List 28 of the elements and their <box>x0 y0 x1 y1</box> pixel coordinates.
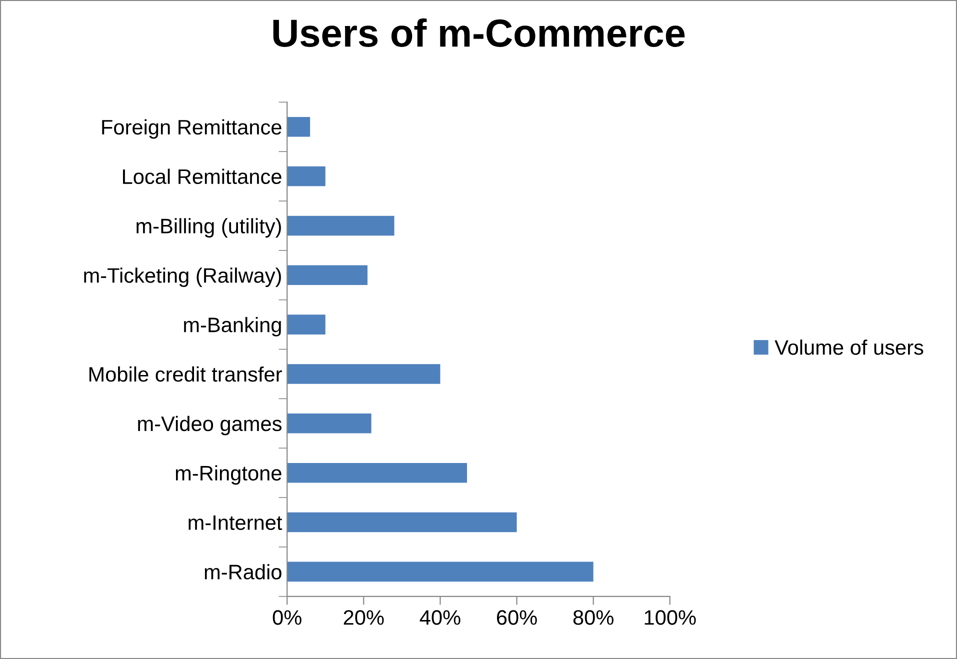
bar <box>287 512 517 532</box>
bar <box>287 166 326 186</box>
x-tick-label: 60% <box>496 610 537 625</box>
bar <box>287 462 468 483</box>
x-tick-label: 80% <box>573 610 614 625</box>
y-tick-label: m-Ringtone <box>176 465 282 485</box>
y-tick-label: Mobile credit transfer <box>89 366 282 382</box>
x-tick-label: 20% <box>344 610 384 625</box>
bar <box>287 265 368 286</box>
bar <box>287 216 394 236</box>
x-tick-label: 0% <box>272 610 302 625</box>
y-tick-label: m-Internet <box>188 515 282 530</box>
legend-label: Volume of users <box>774 340 924 355</box>
bar <box>287 116 310 137</box>
y-tick-label: Local Remittance <box>122 168 282 184</box>
bar <box>287 562 594 582</box>
y-tick-label: m-Video games <box>138 416 282 436</box>
y-tick-label: m-Radio <box>204 564 282 580</box>
y-tick-label: m-Banking <box>184 317 281 336</box>
x-tick-label: 40% <box>420 610 460 625</box>
bar <box>287 414 372 434</box>
bar <box>287 364 440 384</box>
y-tick-label: Foreign Remittance <box>102 119 282 139</box>
y-tick-label: m-Billing (utility) <box>136 218 281 238</box>
y-tick-label: m-Ticketing (Railway) <box>84 268 281 288</box>
chart-title: Users of m-Commerce <box>273 18 685 47</box>
x-tick-label: 100% <box>644 610 696 625</box>
bar <box>287 314 326 334</box>
